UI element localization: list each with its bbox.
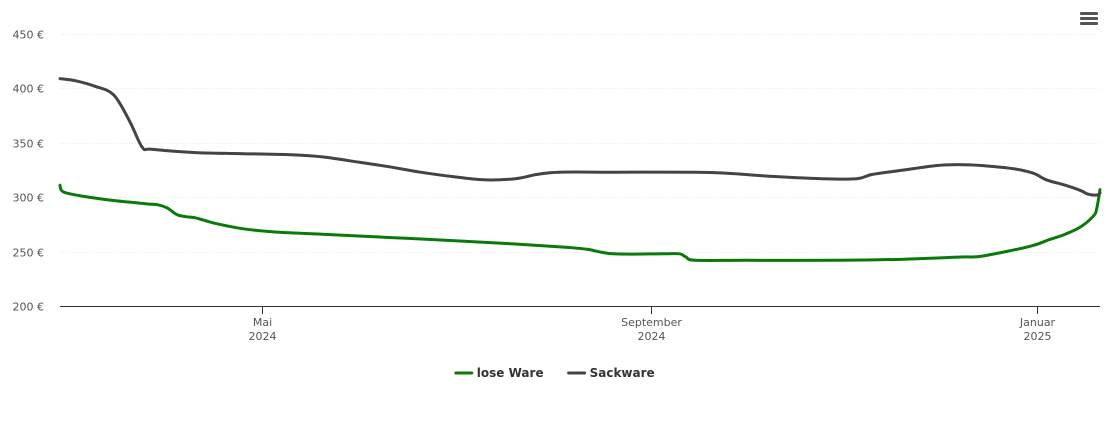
y-tick-label: 300 € xyxy=(13,192,45,205)
legend-item[interactable]: lose Ware xyxy=(454,366,544,380)
legend-label: lose Ware xyxy=(477,366,544,380)
y-tick-label: 350 € xyxy=(13,138,45,151)
x-tick-label-year: 2025 xyxy=(1024,330,1052,343)
legend: lose Ware Sackware xyxy=(454,366,655,380)
x-tick-label-year: 2024 xyxy=(638,330,666,343)
y-tick-label: 400 € xyxy=(13,83,45,96)
legend-item[interactable]: Sackware xyxy=(567,366,655,380)
x-tick-label-month: September xyxy=(621,316,682,329)
y-tick-label: 250 € xyxy=(13,247,45,260)
legend-label: Sackware xyxy=(590,366,655,380)
series-lines xyxy=(58,77,1102,263)
x-tick-label-month: Januar xyxy=(1019,316,1056,329)
y-tick-label: 450 € xyxy=(13,29,45,42)
series-line-sackware xyxy=(58,77,1102,197)
x-tick-label-month: Mai xyxy=(253,316,272,329)
grid-lines xyxy=(60,34,1100,253)
y-tick-label: 200 € xyxy=(13,301,45,314)
series-line-lose-ware xyxy=(58,183,1102,263)
x-tick-label-year: 2024 xyxy=(249,330,277,343)
hamburger-menu-icon[interactable] xyxy=(1076,10,1102,34)
y-axis-ticks: 200 € 250 € 300 € 350 € 400 € 450 € xyxy=(13,29,45,314)
